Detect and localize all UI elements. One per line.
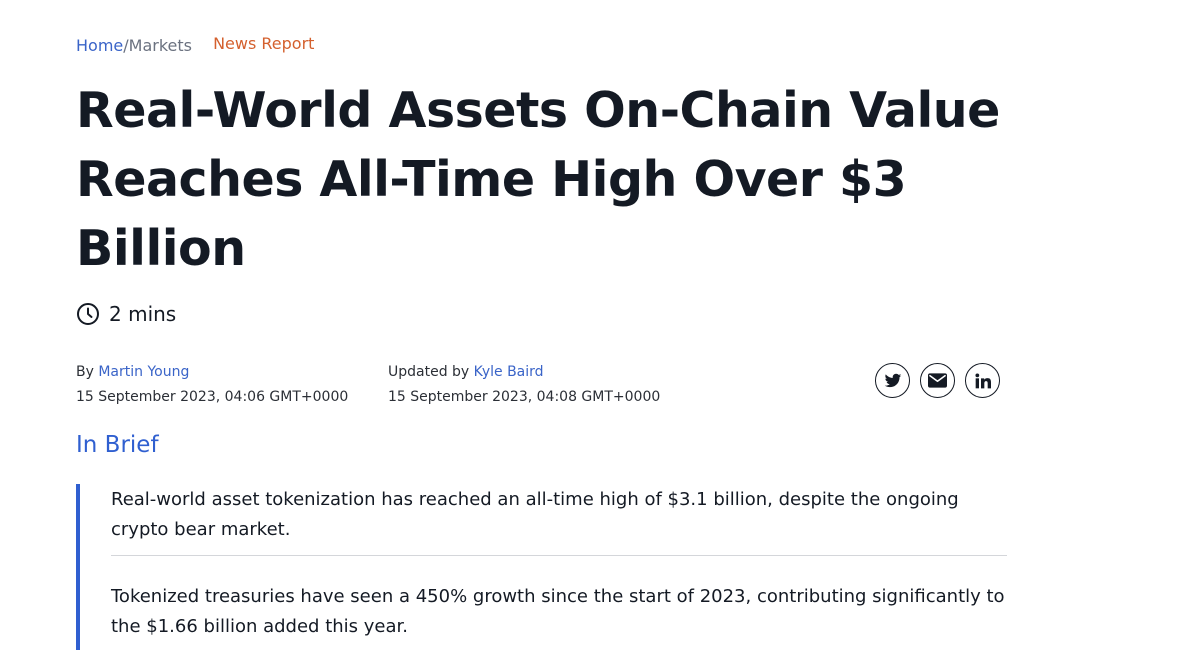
brief-item: Real-world asset tokenization has reache… bbox=[111, 484, 1007, 556]
share-twitter-button[interactable] bbox=[875, 363, 910, 398]
updater-link[interactable]: Kyle Baird bbox=[473, 364, 544, 380]
article-title: Real-World Assets On-Chain Value Reaches… bbox=[76, 82, 1000, 277]
in-brief-heading: In Brief bbox=[76, 432, 159, 458]
breadcrumb-separator: / bbox=[123, 36, 129, 55]
read-time-label: 2 mins bbox=[109, 302, 177, 326]
updated-date: 15 September 2023, 04:08 GMT+0000 bbox=[388, 389, 661, 405]
in-brief-list: Real-world asset tokenization has reache… bbox=[76, 484, 1007, 650]
breadcrumb-markets-link[interactable]: Markets bbox=[128, 36, 192, 55]
article-category-tag[interactable]: News Report bbox=[213, 34, 315, 53]
breadcrumb-home-link[interactable]: Home bbox=[76, 36, 124, 55]
breadcrumb: Home/Markets News Report bbox=[76, 34, 315, 56]
linkedin-icon bbox=[974, 372, 991, 388]
updated-prefix: Updated by bbox=[388, 364, 470, 380]
share-email-button[interactable] bbox=[920, 363, 955, 398]
author-info: By Martin Young 15 September 2023, 04:06… bbox=[76, 360, 348, 410]
author-prefix: By bbox=[76, 364, 94, 380]
published-date: 15 September 2023, 04:06 GMT+0000 bbox=[76, 389, 349, 405]
clock-icon bbox=[77, 303, 99, 325]
share-buttons bbox=[875, 363, 1000, 398]
brief-item: Tokenized treasuries have seen a 450% gr… bbox=[111, 586, 1005, 637]
author-link[interactable]: Martin Young bbox=[98, 364, 190, 380]
share-linkedin-button[interactable] bbox=[965, 363, 1000, 398]
read-time: 2 mins bbox=[76, 302, 176, 326]
email-icon bbox=[928, 373, 947, 388]
updated-info: Updated by Kyle Baird 15 September 2023,… bbox=[388, 360, 660, 410]
twitter-icon bbox=[884, 373, 901, 387]
